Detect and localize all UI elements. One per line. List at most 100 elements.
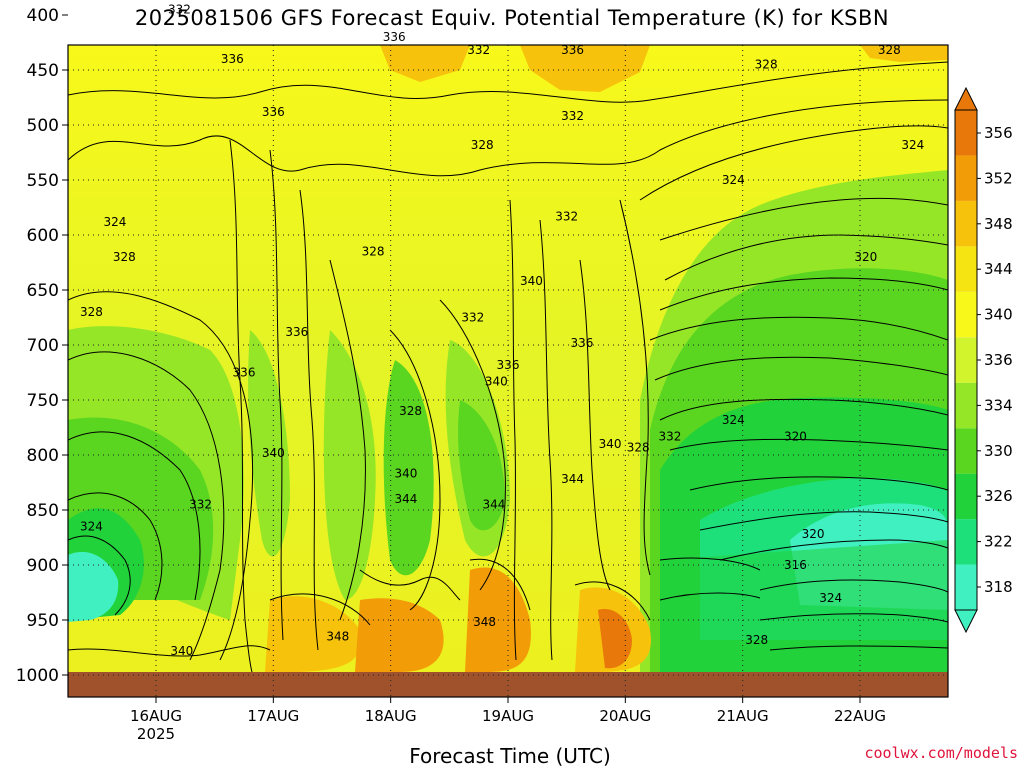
contour-line <box>699 511 948 531</box>
contour-label: 324 <box>819 591 842 605</box>
contour-label: 340 <box>599 437 622 451</box>
y-tick-label: 400 <box>27 6 59 26</box>
y-tick-label: 500 <box>27 116 59 136</box>
contour-label: 332 <box>461 311 484 325</box>
contour-label: 328 <box>755 58 778 72</box>
contour-line <box>669 438 948 451</box>
colorbar-segment <box>955 473 977 520</box>
contour-line <box>68 645 271 657</box>
contour-label: 328 <box>878 43 901 57</box>
contour-line <box>509 199 517 661</box>
contour-label: 340 <box>170 644 193 658</box>
contour-line <box>68 535 131 616</box>
colorbar-label: 340 <box>984 306 1013 324</box>
contour-line <box>769 645 948 651</box>
contour-label: 316 <box>784 558 807 572</box>
contour-label: 340 <box>485 374 508 388</box>
contour-line <box>579 259 611 591</box>
colorbar-label: 352 <box>984 169 1013 187</box>
contour-label: 344 <box>394 492 417 506</box>
contour-label: 336 <box>570 336 593 350</box>
field-mid-18aug-b <box>383 360 434 576</box>
field-low-orange-1 <box>265 596 361 672</box>
contour-line <box>68 99 948 177</box>
contour-line <box>619 199 651 576</box>
colorbar-segment <box>955 519 977 565</box>
colorbar-segment <box>955 246 977 292</box>
x-tick-label: 19AUG <box>482 707 534 725</box>
contour-label: 348 <box>326 630 349 644</box>
colorbar-label: 344 <box>984 260 1013 278</box>
contour-label: 344 <box>482 498 505 512</box>
contour-label: 328 <box>471 138 494 152</box>
contour-line <box>659 197 948 241</box>
contour-label: 332 <box>555 209 578 223</box>
x-tick-label: 16AUG <box>130 707 182 725</box>
contour-label-layer: 344 344 340 336 340 340 340 336 332 332 340 340 336 3… <box>80 3 924 658</box>
colorbar-segment <box>955 291 977 338</box>
contour-line <box>759 613 948 623</box>
contour-line <box>68 61 948 103</box>
colorbar: 318 322 326 330 334 336 340 344 348 352 356 <box>954 86 1013 634</box>
colorbar-segment <box>955 428 977 474</box>
y-tick-label: 850 <box>27 501 59 521</box>
contour-label: 324 <box>103 215 126 229</box>
contour-line <box>659 592 761 601</box>
contour-label: 328 <box>80 305 103 319</box>
y-tick-label: 950 <box>27 611 59 631</box>
x-axis-title: Forecast Time (UTC) <box>409 744 611 768</box>
field-mid-17aug <box>248 330 290 557</box>
y-tick-label: 800 <box>27 446 59 466</box>
y-tick-label: 1000 <box>16 666 59 686</box>
field-mid-19aug-b <box>458 400 505 531</box>
y-tick-label: 700 <box>27 336 59 356</box>
field-top-orange-3 <box>860 45 948 62</box>
contour-label: 332 <box>467 43 490 57</box>
contour-label: 336 <box>233 366 256 380</box>
contour-line <box>759 579 948 593</box>
field-top-orange-1 <box>380 45 470 82</box>
contour-label: 324 <box>80 520 103 534</box>
field-mid-18aug <box>323 330 376 600</box>
contour-label: 324 <box>722 413 745 427</box>
field-right-low-level <box>660 540 948 697</box>
contour-label: 336 <box>285 325 308 339</box>
contour-label: 336 <box>497 358 520 372</box>
contour-line <box>574 581 651 621</box>
chart-title: 2025081506 GFS Forecast Equiv. Potential… <box>134 6 890 30</box>
colorbar-label: 356 <box>984 124 1013 142</box>
contour-label: 332 <box>561 109 584 123</box>
x-tick-label: 17AUG <box>247 707 299 725</box>
contour-label: 336 <box>561 43 584 57</box>
contour-line <box>299 189 319 651</box>
y-tick-label: 750 <box>27 391 59 411</box>
contour-label: 332 <box>658 429 681 443</box>
colorbar-segment <box>955 337 977 383</box>
contour-label: 340 <box>520 274 543 288</box>
contour-label: 328 <box>627 440 650 454</box>
contour-line <box>689 476 948 491</box>
colorbar-segment <box>955 155 977 201</box>
x-tick-label: 21AUG <box>717 707 769 725</box>
contour-line <box>654 356 948 381</box>
colorbar-label: 322 <box>984 533 1013 551</box>
contour-label: 320 <box>784 429 807 443</box>
colorbar-label: 330 <box>984 442 1013 460</box>
field-low-orange-5 <box>598 609 632 669</box>
colorbar-segment <box>955 200 977 247</box>
y-tick-label: 450 <box>27 61 59 81</box>
contour-label: 328 <box>113 250 136 264</box>
colorbar-label: 336 <box>984 351 1013 369</box>
contour-label: 324 <box>901 138 924 152</box>
colorbar-extend-low <box>954 609 978 634</box>
field-low-orange-2 <box>355 598 444 672</box>
contour-line <box>229 139 253 673</box>
grid-lines <box>68 45 948 697</box>
contour-line <box>68 351 225 661</box>
contour-label: 344 <box>561 472 584 486</box>
contour-line <box>719 539 948 561</box>
field-top-orange-2 <box>520 45 650 92</box>
contour-line <box>439 299 506 591</box>
contour-label: 332 <box>168 3 191 17</box>
